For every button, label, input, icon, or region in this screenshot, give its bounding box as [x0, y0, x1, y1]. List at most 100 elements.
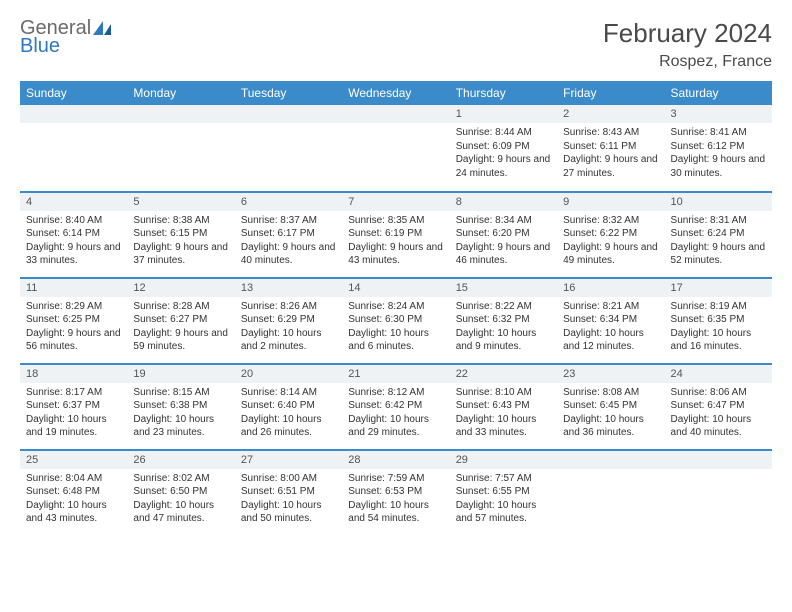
day-number: 21	[342, 364, 449, 383]
calendar-day-cell	[20, 105, 127, 191]
calendar-day-cell: 26Sunrise: 8:02 AMSunset: 6:50 PMDayligh…	[127, 449, 234, 535]
calendar-day-cell: 8Sunrise: 8:34 AMSunset: 6:20 PMDaylight…	[450, 191, 557, 277]
day-details: Sunrise: 7:59 AMSunset: 6:53 PMDaylight:…	[342, 469, 449, 530]
weekday-header: Thursday	[450, 81, 557, 105]
day-number: 4	[20, 192, 127, 211]
calendar-day-cell: 27Sunrise: 8:00 AMSunset: 6:51 PMDayligh…	[235, 449, 342, 535]
month-title: February 2024	[603, 18, 772, 49]
calendar-day-cell: 6Sunrise: 8:37 AMSunset: 6:17 PMDaylight…	[235, 191, 342, 277]
calendar-week-row: 25Sunrise: 8:04 AMSunset: 6:48 PMDayligh…	[20, 449, 772, 535]
calendar-day-cell: 15Sunrise: 8:22 AMSunset: 6:32 PMDayligh…	[450, 277, 557, 363]
day-details: Sunrise: 8:21 AMSunset: 6:34 PMDaylight:…	[557, 297, 664, 358]
day-details: Sunrise: 8:24 AMSunset: 6:30 PMDaylight:…	[342, 297, 449, 358]
calendar-day-cell	[342, 105, 449, 191]
day-number: 15	[450, 278, 557, 297]
day-details: Sunrise: 8:28 AMSunset: 6:27 PMDaylight:…	[127, 297, 234, 358]
day-details: Sunrise: 8:15 AMSunset: 6:38 PMDaylight:…	[127, 383, 234, 444]
day-number: 25	[20, 450, 127, 469]
calendar-day-cell: 3Sunrise: 8:41 AMSunset: 6:12 PMDaylight…	[665, 105, 772, 191]
day-details: Sunrise: 8:19 AMSunset: 6:35 PMDaylight:…	[665, 297, 772, 358]
weekday-header: Monday	[127, 81, 234, 105]
calendar-day-cell: 21Sunrise: 8:12 AMSunset: 6:42 PMDayligh…	[342, 363, 449, 449]
calendar-day-cell: 20Sunrise: 8:14 AMSunset: 6:40 PMDayligh…	[235, 363, 342, 449]
day-number: 7	[342, 192, 449, 211]
calendar-week-row: 11Sunrise: 8:29 AMSunset: 6:25 PMDayligh…	[20, 277, 772, 363]
day-number: 14	[342, 278, 449, 297]
logo-word-2: Blue	[20, 36, 60, 56]
calendar-page: General Blue February 2024 Rospez, Franc…	[0, 0, 792, 545]
page-header: General Blue February 2024 Rospez, Franc…	[20, 18, 772, 71]
weekday-header: Saturday	[665, 81, 772, 105]
calendar-day-cell: 5Sunrise: 8:38 AMSunset: 6:15 PMDaylight…	[127, 191, 234, 277]
day-number	[665, 450, 772, 469]
day-details: Sunrise: 8:26 AMSunset: 6:29 PMDaylight:…	[235, 297, 342, 358]
title-block: February 2024 Rospez, France	[603, 18, 772, 71]
day-details: Sunrise: 8:43 AMSunset: 6:11 PMDaylight:…	[557, 123, 664, 184]
calendar-day-cell	[127, 105, 234, 191]
day-details: Sunrise: 8:29 AMSunset: 6:25 PMDaylight:…	[20, 297, 127, 358]
day-number: 17	[665, 278, 772, 297]
calendar-day-cell: 29Sunrise: 7:57 AMSunset: 6:55 PMDayligh…	[450, 449, 557, 535]
day-number: 19	[127, 364, 234, 383]
calendar-day-cell: 19Sunrise: 8:15 AMSunset: 6:38 PMDayligh…	[127, 363, 234, 449]
calendar-day-cell: 18Sunrise: 8:17 AMSunset: 6:37 PMDayligh…	[20, 363, 127, 449]
day-number: 22	[450, 364, 557, 383]
day-details: Sunrise: 8:14 AMSunset: 6:40 PMDaylight:…	[235, 383, 342, 444]
day-number: 8	[450, 192, 557, 211]
day-number: 11	[20, 278, 127, 297]
day-details: Sunrise: 8:17 AMSunset: 6:37 PMDaylight:…	[20, 383, 127, 444]
day-number	[127, 105, 234, 123]
calendar-day-cell: 9Sunrise: 8:32 AMSunset: 6:22 PMDaylight…	[557, 191, 664, 277]
calendar-day-cell: 2Sunrise: 8:43 AMSunset: 6:11 PMDaylight…	[557, 105, 664, 191]
calendar-day-cell: 16Sunrise: 8:21 AMSunset: 6:34 PMDayligh…	[557, 277, 664, 363]
day-details: Sunrise: 8:32 AMSunset: 6:22 PMDaylight:…	[557, 211, 664, 272]
day-details: Sunrise: 8:40 AMSunset: 6:14 PMDaylight:…	[20, 211, 127, 272]
calendar-day-cell: 23Sunrise: 8:08 AMSunset: 6:45 PMDayligh…	[557, 363, 664, 449]
day-number: 23	[557, 364, 664, 383]
calendar-day-cell: 4Sunrise: 8:40 AMSunset: 6:14 PMDaylight…	[20, 191, 127, 277]
day-number	[20, 105, 127, 123]
calendar-day-cell	[557, 449, 664, 535]
calendar-day-cell: 1Sunrise: 8:44 AMSunset: 6:09 PMDaylight…	[450, 105, 557, 191]
calendar-day-cell: 17Sunrise: 8:19 AMSunset: 6:35 PMDayligh…	[665, 277, 772, 363]
calendar-day-cell: 7Sunrise: 8:35 AMSunset: 6:19 PMDaylight…	[342, 191, 449, 277]
day-number	[557, 450, 664, 469]
location: Rospez, France	[603, 53, 772, 71]
day-number: 26	[127, 450, 234, 469]
calendar-week-row: 4Sunrise: 8:40 AMSunset: 6:14 PMDaylight…	[20, 191, 772, 277]
day-details: Sunrise: 8:41 AMSunset: 6:12 PMDaylight:…	[665, 123, 772, 184]
calendar-day-cell: 28Sunrise: 7:59 AMSunset: 6:53 PMDayligh…	[342, 449, 449, 535]
calendar-week-row: 1Sunrise: 8:44 AMSunset: 6:09 PMDaylight…	[20, 105, 772, 191]
calendar-day-cell	[665, 449, 772, 535]
calendar-week-row: 18Sunrise: 8:17 AMSunset: 6:37 PMDayligh…	[20, 363, 772, 449]
day-details: Sunrise: 8:34 AMSunset: 6:20 PMDaylight:…	[450, 211, 557, 272]
day-details: Sunrise: 8:00 AMSunset: 6:51 PMDaylight:…	[235, 469, 342, 530]
day-details: Sunrise: 8:38 AMSunset: 6:15 PMDaylight:…	[127, 211, 234, 272]
day-number: 28	[342, 450, 449, 469]
weekday-header: Wednesday	[342, 81, 449, 105]
day-number: 16	[557, 278, 664, 297]
calendar-day-cell: 13Sunrise: 8:26 AMSunset: 6:29 PMDayligh…	[235, 277, 342, 363]
day-details: Sunrise: 8:22 AMSunset: 6:32 PMDaylight:…	[450, 297, 557, 358]
day-details: Sunrise: 8:06 AMSunset: 6:47 PMDaylight:…	[665, 383, 772, 444]
day-details: Sunrise: 8:10 AMSunset: 6:43 PMDaylight:…	[450, 383, 557, 444]
weekday-header: Sunday	[20, 81, 127, 105]
calendar-table: Sunday Monday Tuesday Wednesday Thursday…	[20, 81, 772, 535]
calendar-day-cell	[235, 105, 342, 191]
day-details: Sunrise: 8:31 AMSunset: 6:24 PMDaylight:…	[665, 211, 772, 272]
day-number: 6	[235, 192, 342, 211]
calendar-day-cell: 22Sunrise: 8:10 AMSunset: 6:43 PMDayligh…	[450, 363, 557, 449]
day-details: Sunrise: 8:35 AMSunset: 6:19 PMDaylight:…	[342, 211, 449, 272]
day-number: 9	[557, 192, 664, 211]
day-number: 24	[665, 364, 772, 383]
day-details: Sunrise: 8:08 AMSunset: 6:45 PMDaylight:…	[557, 383, 664, 444]
day-number: 10	[665, 192, 772, 211]
calendar-day-cell: 11Sunrise: 8:29 AMSunset: 6:25 PMDayligh…	[20, 277, 127, 363]
day-details: Sunrise: 8:37 AMSunset: 6:17 PMDaylight:…	[235, 211, 342, 272]
day-number: 20	[235, 364, 342, 383]
day-number: 5	[127, 192, 234, 211]
day-number: 1	[450, 105, 557, 123]
calendar-day-cell: 14Sunrise: 8:24 AMSunset: 6:30 PMDayligh…	[342, 277, 449, 363]
day-number: 12	[127, 278, 234, 297]
logo: General Blue	[20, 18, 111, 56]
